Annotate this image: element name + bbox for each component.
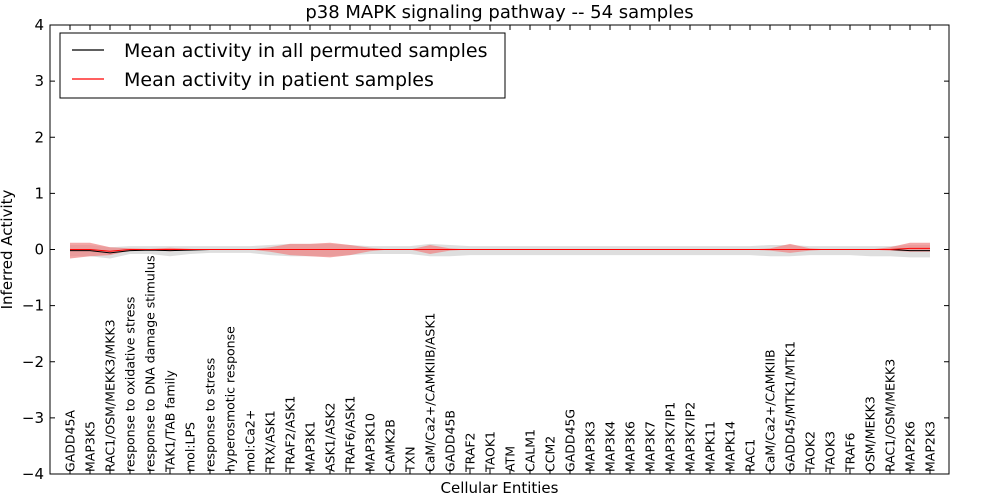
x-axis-label: Cellular Entities	[441, 479, 559, 497]
x-category-label: OSM/MEKK3	[863, 396, 878, 472]
x-category-label: CaM/Ca2+/CAMKIIB	[763, 349, 778, 472]
x-category-label: ASK1/ASK2	[323, 403, 338, 472]
x-category-label: MAP3K7IP1	[663, 402, 678, 472]
chart-title: p38 MAPK signaling pathway -- 54 samples	[305, 2, 693, 23]
y-tick-label: 4	[34, 16, 44, 34]
x-category-label: RAC1/OSM/MEKK3/MKK3	[103, 319, 118, 472]
y-tick-label: −1	[22, 297, 44, 315]
x-category-label: TAK1/TAB family	[163, 369, 178, 473]
x-category-label: TRAF2/ASK1	[283, 396, 298, 473]
x-category-label: MAP3K1	[303, 421, 318, 472]
x-category-label: TAOK1	[483, 431, 498, 473]
x-category-label: TRAF6	[843, 432, 858, 473]
x-category-label: TRAF6/ASK1	[343, 396, 358, 473]
x-category-label: TRAF2	[463, 432, 478, 473]
x-category-label: GADD45/MTK1/MTK1	[783, 341, 798, 472]
x-axis-ticks: GADD45A MAP3K5 RAC1/OSM/MEKK3/MKK3 response…	[63, 25, 938, 474]
y-tick-label: 1	[34, 184, 44, 202]
x-category-label: MAP3K10	[363, 413, 378, 472]
x-category-label: MAP3K4	[603, 421, 618, 472]
x-category-label: CCM2	[543, 436, 558, 472]
y-tick-label: −3	[22, 409, 44, 427]
x-category-label: response to oxidative stress	[123, 297, 138, 472]
x-category-label: response to DNA damage stimulus	[143, 255, 158, 472]
patient-samples-line	[70, 247, 930, 252]
x-category-label: RAC1	[743, 439, 758, 472]
x-category-label: CaM/Ca2+/CAMKIIB/ASK1	[423, 313, 438, 472]
x-category-label: MAP3K3	[583, 421, 598, 472]
x-category-label: hyperosmotic response	[223, 326, 238, 472]
x-category-label: MAP2K3	[923, 421, 938, 472]
y-axis-ticks: −4 −3 −2 −1 0 1 2 3 4	[22, 16, 949, 483]
legend-box	[59, 32, 506, 99]
patient-samples-band	[70, 242, 930, 259]
x-category-label: GADD45G	[563, 409, 578, 472]
x-category-label: RAC1/OSM/MEKK3	[883, 359, 898, 472]
x-category-label: TRX/ASK1	[263, 410, 278, 473]
x-category-label: MAP3K5	[83, 421, 98, 472]
x-category-label: MAP3K7IP2	[683, 402, 698, 472]
legend: Mean activity in all permuted samples Mea…	[59, 32, 506, 99]
x-category-label: mol:Ca2+	[243, 410, 258, 472]
y-tick-label: −4	[22, 465, 44, 483]
y-tick-label: 0	[34, 241, 44, 259]
x-category-label: ATM	[503, 446, 518, 472]
x-category-label: MAPK11	[703, 421, 718, 472]
legend-entry-label: Mean activity in patient samples	[124, 69, 434, 91]
series-lines	[70, 247, 930, 254]
x-category-label: mol:LPS	[183, 422, 198, 472]
x-category-label: MAP3K6	[623, 421, 638, 472]
x-category-label: response to stress	[203, 358, 218, 472]
x-category-label: GADD45A	[63, 410, 78, 472]
y-tick-label: 2	[34, 128, 44, 146]
x-category-label: MAP2K6	[903, 421, 918, 472]
y-axis-label: Inferred Activity	[0, 189, 16, 309]
x-category-label: TXN	[403, 446, 418, 473]
y-tick-label: 3	[34, 72, 44, 90]
confidence-bands	[70, 242, 930, 259]
x-category-label: MAP3K7	[643, 421, 658, 472]
x-category-label: MAPK14	[723, 421, 738, 472]
x-category-label: TAOK2	[803, 431, 818, 473]
x-category-label: GADD45B	[443, 410, 458, 472]
legend-entry-label: Mean activity in all permuted samples	[124, 40, 487, 62]
x-category-label: CAMK2B	[383, 419, 398, 472]
x-category-label: TAOK3	[823, 431, 838, 473]
y-tick-label: −2	[22, 353, 44, 371]
x-category-label: CALM1	[523, 429, 538, 472]
